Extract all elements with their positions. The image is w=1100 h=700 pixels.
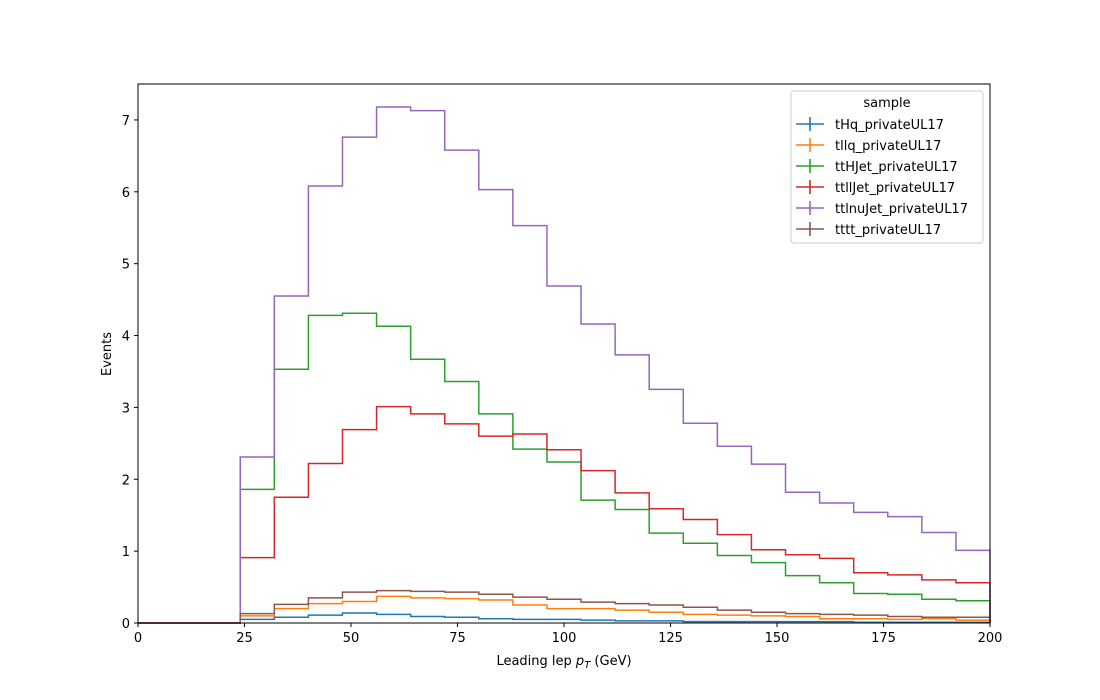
- legend-label: ttllJet_privateUL17: [835, 181, 955, 196]
- legend-entry: tllq_privateUL17: [796, 138, 941, 154]
- legend-label: tllq_privateUL17: [835, 139, 941, 154]
- x-tick-label: 75: [449, 631, 466, 646]
- series-line-ttlnuJet_privateUL17: [138, 106, 991, 624]
- x-tick-label: 125: [658, 631, 683, 646]
- legend-label: tttt_privateUL17: [835, 223, 941, 238]
- legend-entries: tHq_privateUL17 tllq_privateUL17 ttHJet_pr…: [796, 117, 968, 238]
- x-tick-label: 25: [236, 631, 253, 646]
- x-tick-label: 150: [765, 631, 790, 646]
- x-axis-label-subscript: T: [584, 660, 591, 671]
- x-tick-label: 175: [871, 631, 896, 646]
- y-tick-label: 7: [122, 114, 130, 129]
- legend: sample tHq_privateUL17 tllq_privateUL17tt…: [790, 90, 984, 244]
- legend-box: [790, 90, 984, 244]
- x-tick-label: 50: [343, 631, 360, 646]
- x-tick-label: 200: [978, 631, 1003, 646]
- x-axis: 0 25 50 75 100 125 150 175 200: [134, 623, 1003, 646]
- y-tick-label: 6: [122, 186, 130, 201]
- legend-label: tHq_privateUL17: [835, 118, 944, 133]
- series-line-tHq_privateUL17: [138, 612, 991, 624]
- legend-title: sample: [863, 96, 910, 111]
- x-axis-label: Leading lep pT (GeV): [496, 654, 631, 671]
- y-tick-label: 4: [122, 330, 130, 345]
- x-axis-label-prefix: Leading lep: [496, 654, 575, 669]
- x-tick-label: 100: [552, 631, 577, 646]
- y-axis: 0 1 2 3 4 5 6 7: [122, 114, 138, 632]
- y-tick-label: 3: [122, 401, 130, 416]
- y-tick-label: 1: [122, 545, 130, 560]
- legend-entry: ttHJet_privateUL17: [796, 159, 958, 175]
- legend-entry: tHq_privateUL17: [796, 117, 944, 133]
- legend-entry: ttlnuJet_privateUL17: [796, 201, 968, 217]
- series-layer: [138, 106, 991, 624]
- legend-label: ttlnuJet_privateUL17: [835, 202, 968, 217]
- x-axis-label-suffix: (GeV): [590, 654, 631, 669]
- legend-entry: ttllJet_privateUL17: [796, 180, 955, 196]
- legend-entry: tttt_privateUL17: [796, 222, 941, 238]
- y-tick-label: 0: [122, 617, 130, 632]
- y-tick-label: 5: [122, 258, 130, 273]
- series-line-tttt_privateUL17: [138, 589, 991, 624]
- series-line-ttllJet_privateUL17: [138, 405, 991, 624]
- y-axis-label: Events: [100, 332, 115, 376]
- x-axis-label-variable: p: [575, 654, 584, 669]
- y-tick-label: 2: [122, 473, 130, 488]
- series-line-tllq_privateUL17: [138, 595, 991, 624]
- x-tick-label: 0: [134, 631, 142, 646]
- legend-label: ttHJet_privateUL17: [835, 160, 958, 175]
- series-line-ttHJet_privateUL17: [138, 312, 991, 624]
